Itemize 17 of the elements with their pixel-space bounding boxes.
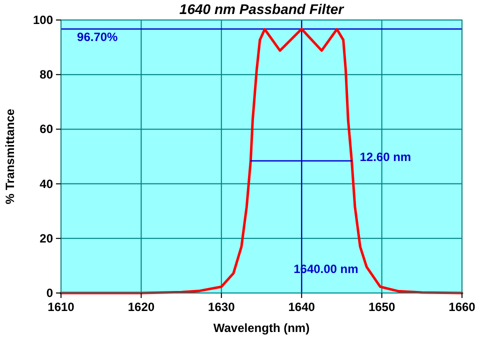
y-tick-label: 40 <box>40 176 54 191</box>
chart-title: 1640 nm Passband Filter <box>179 1 346 17</box>
x-tick-label: 1660 <box>448 300 476 314</box>
line-series <box>60 28 464 294</box>
y-tick-label: 20 <box>40 231 54 246</box>
x-tick-label: 1630 <box>208 300 236 314</box>
x-tick-label: 1640 <box>288 300 316 314</box>
y-tick-label: 80 <box>40 68 54 82</box>
x-tick-label: 1610 <box>48 300 75 314</box>
y-axis-title: % Transmittance <box>3 108 17 204</box>
y-tick-label: 0 <box>46 286 54 300</box>
x-tick-label: 1650 <box>368 300 396 314</box>
y-tick-label: 100 <box>32 13 54 27</box>
y-tick-label: 60 <box>40 122 54 136</box>
x-tick-label: 1620 <box>128 300 155 314</box>
annotation: 96.70% <box>77 30 118 44</box>
x-axis-title: Wavelength (nm) <box>213 321 310 335</box>
